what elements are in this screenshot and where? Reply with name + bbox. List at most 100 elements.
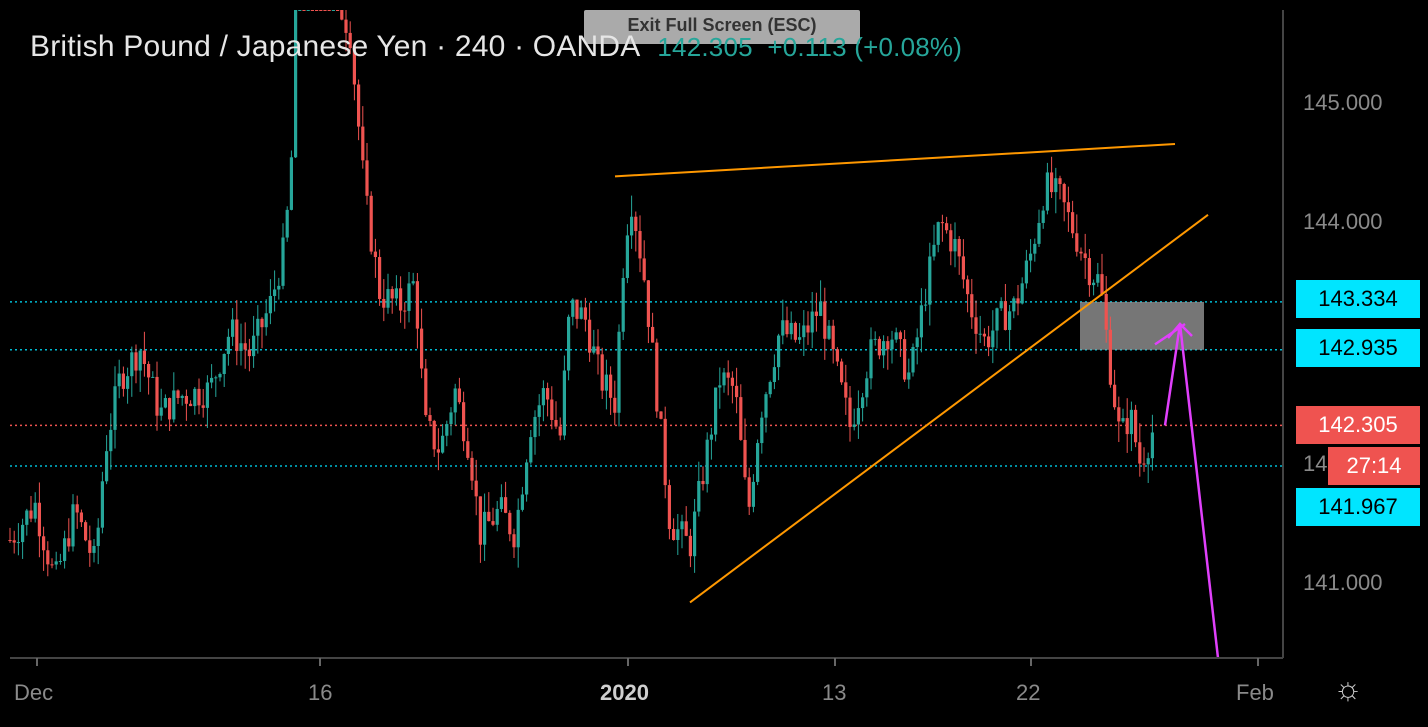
- candle-body: [898, 332, 902, 340]
- time-label: Feb: [1236, 680, 1274, 705]
- candle-body: [323, 10, 327, 11]
- candle-body: [84, 522, 88, 541]
- trendline: [689, 213, 1209, 604]
- candle-body: [974, 317, 978, 334]
- candle-body: [642, 258, 646, 281]
- candle-body: [915, 337, 919, 348]
- candle-body: [298, 10, 302, 11]
- candle-body: [340, 10, 344, 20]
- interval-label: 240: [454, 30, 506, 63]
- candle-body: [810, 311, 814, 333]
- candle-body: [1142, 463, 1146, 465]
- candle-body: [399, 288, 403, 311]
- candle-body: [520, 494, 524, 510]
- candle-body: [684, 521, 688, 536]
- candle-body: [168, 398, 172, 420]
- candle-body: [235, 319, 239, 351]
- candle-body: [243, 343, 247, 350]
- exit-fullscreen-button[interactable]: Exit Full Screen (ESC): [584, 10, 860, 44]
- candle-body: [667, 485, 671, 530]
- candle-body: [441, 435, 445, 453]
- candle-body: [1050, 172, 1054, 193]
- candle-body: [1012, 298, 1016, 312]
- candle-body: [1058, 178, 1062, 185]
- candle-body: [411, 281, 415, 284]
- candle-body: [701, 480, 705, 485]
- candle-body: [260, 318, 264, 328]
- candle-body: [449, 412, 453, 425]
- candle-body: [777, 335, 781, 368]
- candle-body: [550, 399, 554, 420]
- candle-body: [886, 341, 890, 350]
- candle-body: [189, 403, 193, 407]
- candle-body: [957, 238, 961, 257]
- candle-body: [256, 318, 260, 336]
- candle-body: [390, 289, 394, 299]
- candle-body: [75, 504, 79, 513]
- candle-body: [315, 10, 319, 11]
- candle-body: [432, 420, 436, 450]
- candle-body: [281, 237, 285, 286]
- candle-body: [949, 230, 953, 252]
- candle-body: [96, 527, 100, 547]
- candle-body: [319, 10, 323, 11]
- candle-body: [487, 511, 491, 522]
- candle-body: [697, 480, 701, 512]
- price-tag-last: 142.305: [1296, 406, 1420, 444]
- candle-body: [982, 333, 986, 337]
- candle-body: [306, 10, 310, 11]
- candle-body: [945, 223, 949, 231]
- candle-body: [1134, 409, 1138, 443]
- candle-body: [873, 338, 877, 340]
- candle-body: [478, 496, 482, 545]
- candle-body: [1041, 210, 1045, 223]
- candle-body: [264, 313, 268, 328]
- candle-body: [625, 235, 629, 278]
- candle-body: [100, 481, 104, 528]
- price-tick-partial: 14: [1303, 451, 1328, 476]
- candle-body: [130, 352, 134, 377]
- candle-body: [205, 382, 209, 408]
- candle-body: [424, 368, 428, 416]
- candle-body: [1003, 301, 1007, 330]
- candle-body: [529, 437, 533, 463]
- candle-body: [1129, 409, 1133, 435]
- candle-body: [1121, 418, 1125, 422]
- candle-body: [445, 424, 449, 436]
- candle-body: [336, 10, 340, 11]
- candle-body: [499, 497, 503, 509]
- candle-body: [352, 48, 356, 85]
- candle-body: [1062, 184, 1066, 203]
- candle-body: [1033, 243, 1037, 254]
- candle-body: [369, 195, 373, 252]
- candle-body: [919, 305, 923, 338]
- time-label: Dec: [14, 680, 54, 705]
- candle-body: [1100, 274, 1104, 294]
- title-separator: ·: [436, 30, 455, 63]
- candle-body: [420, 328, 424, 369]
- candle-body: [239, 343, 243, 351]
- candle-body: [1150, 432, 1154, 459]
- candle-body: [814, 311, 818, 316]
- candle-body: [882, 341, 886, 356]
- candle-body: [508, 512, 512, 535]
- candle-body: [1016, 298, 1020, 304]
- candle-body: [462, 402, 466, 442]
- candle-body: [214, 377, 218, 379]
- candle-body: [840, 361, 844, 383]
- candle-body: [932, 244, 936, 257]
- candle-body: [1071, 212, 1075, 234]
- candle-body: [793, 322, 797, 340]
- candle-body: [596, 346, 600, 355]
- candle-body: [327, 10, 331, 11]
- candle-body: [201, 405, 205, 408]
- candle-body: [1108, 329, 1112, 385]
- settings-gear-icon[interactable]: ☼: [1333, 670, 1363, 706]
- candle-body: [709, 434, 713, 440]
- candle-body: [252, 335, 256, 357]
- candle-body: [714, 387, 718, 435]
- candle-body: [1079, 251, 1083, 254]
- candle-body: [457, 388, 461, 403]
- candle-body: [928, 256, 932, 305]
